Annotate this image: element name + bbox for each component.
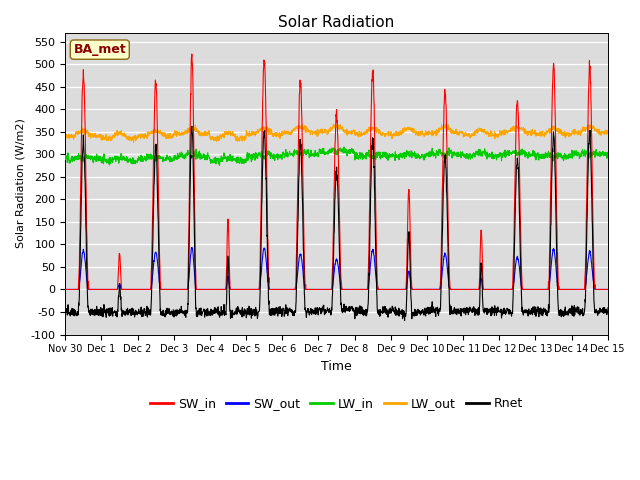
- Y-axis label: Solar Radiation (W/m2): Solar Radiation (W/m2): [15, 119, 25, 249]
- Legend: SW_in, SW_out, LW_in, LW_out, Rnet: SW_in, SW_out, LW_in, LW_out, Rnet: [145, 392, 528, 415]
- Text: BA_met: BA_met: [74, 43, 126, 56]
- Title: Solar Radiation: Solar Radiation: [278, 15, 395, 30]
- X-axis label: Time: Time: [321, 360, 352, 373]
